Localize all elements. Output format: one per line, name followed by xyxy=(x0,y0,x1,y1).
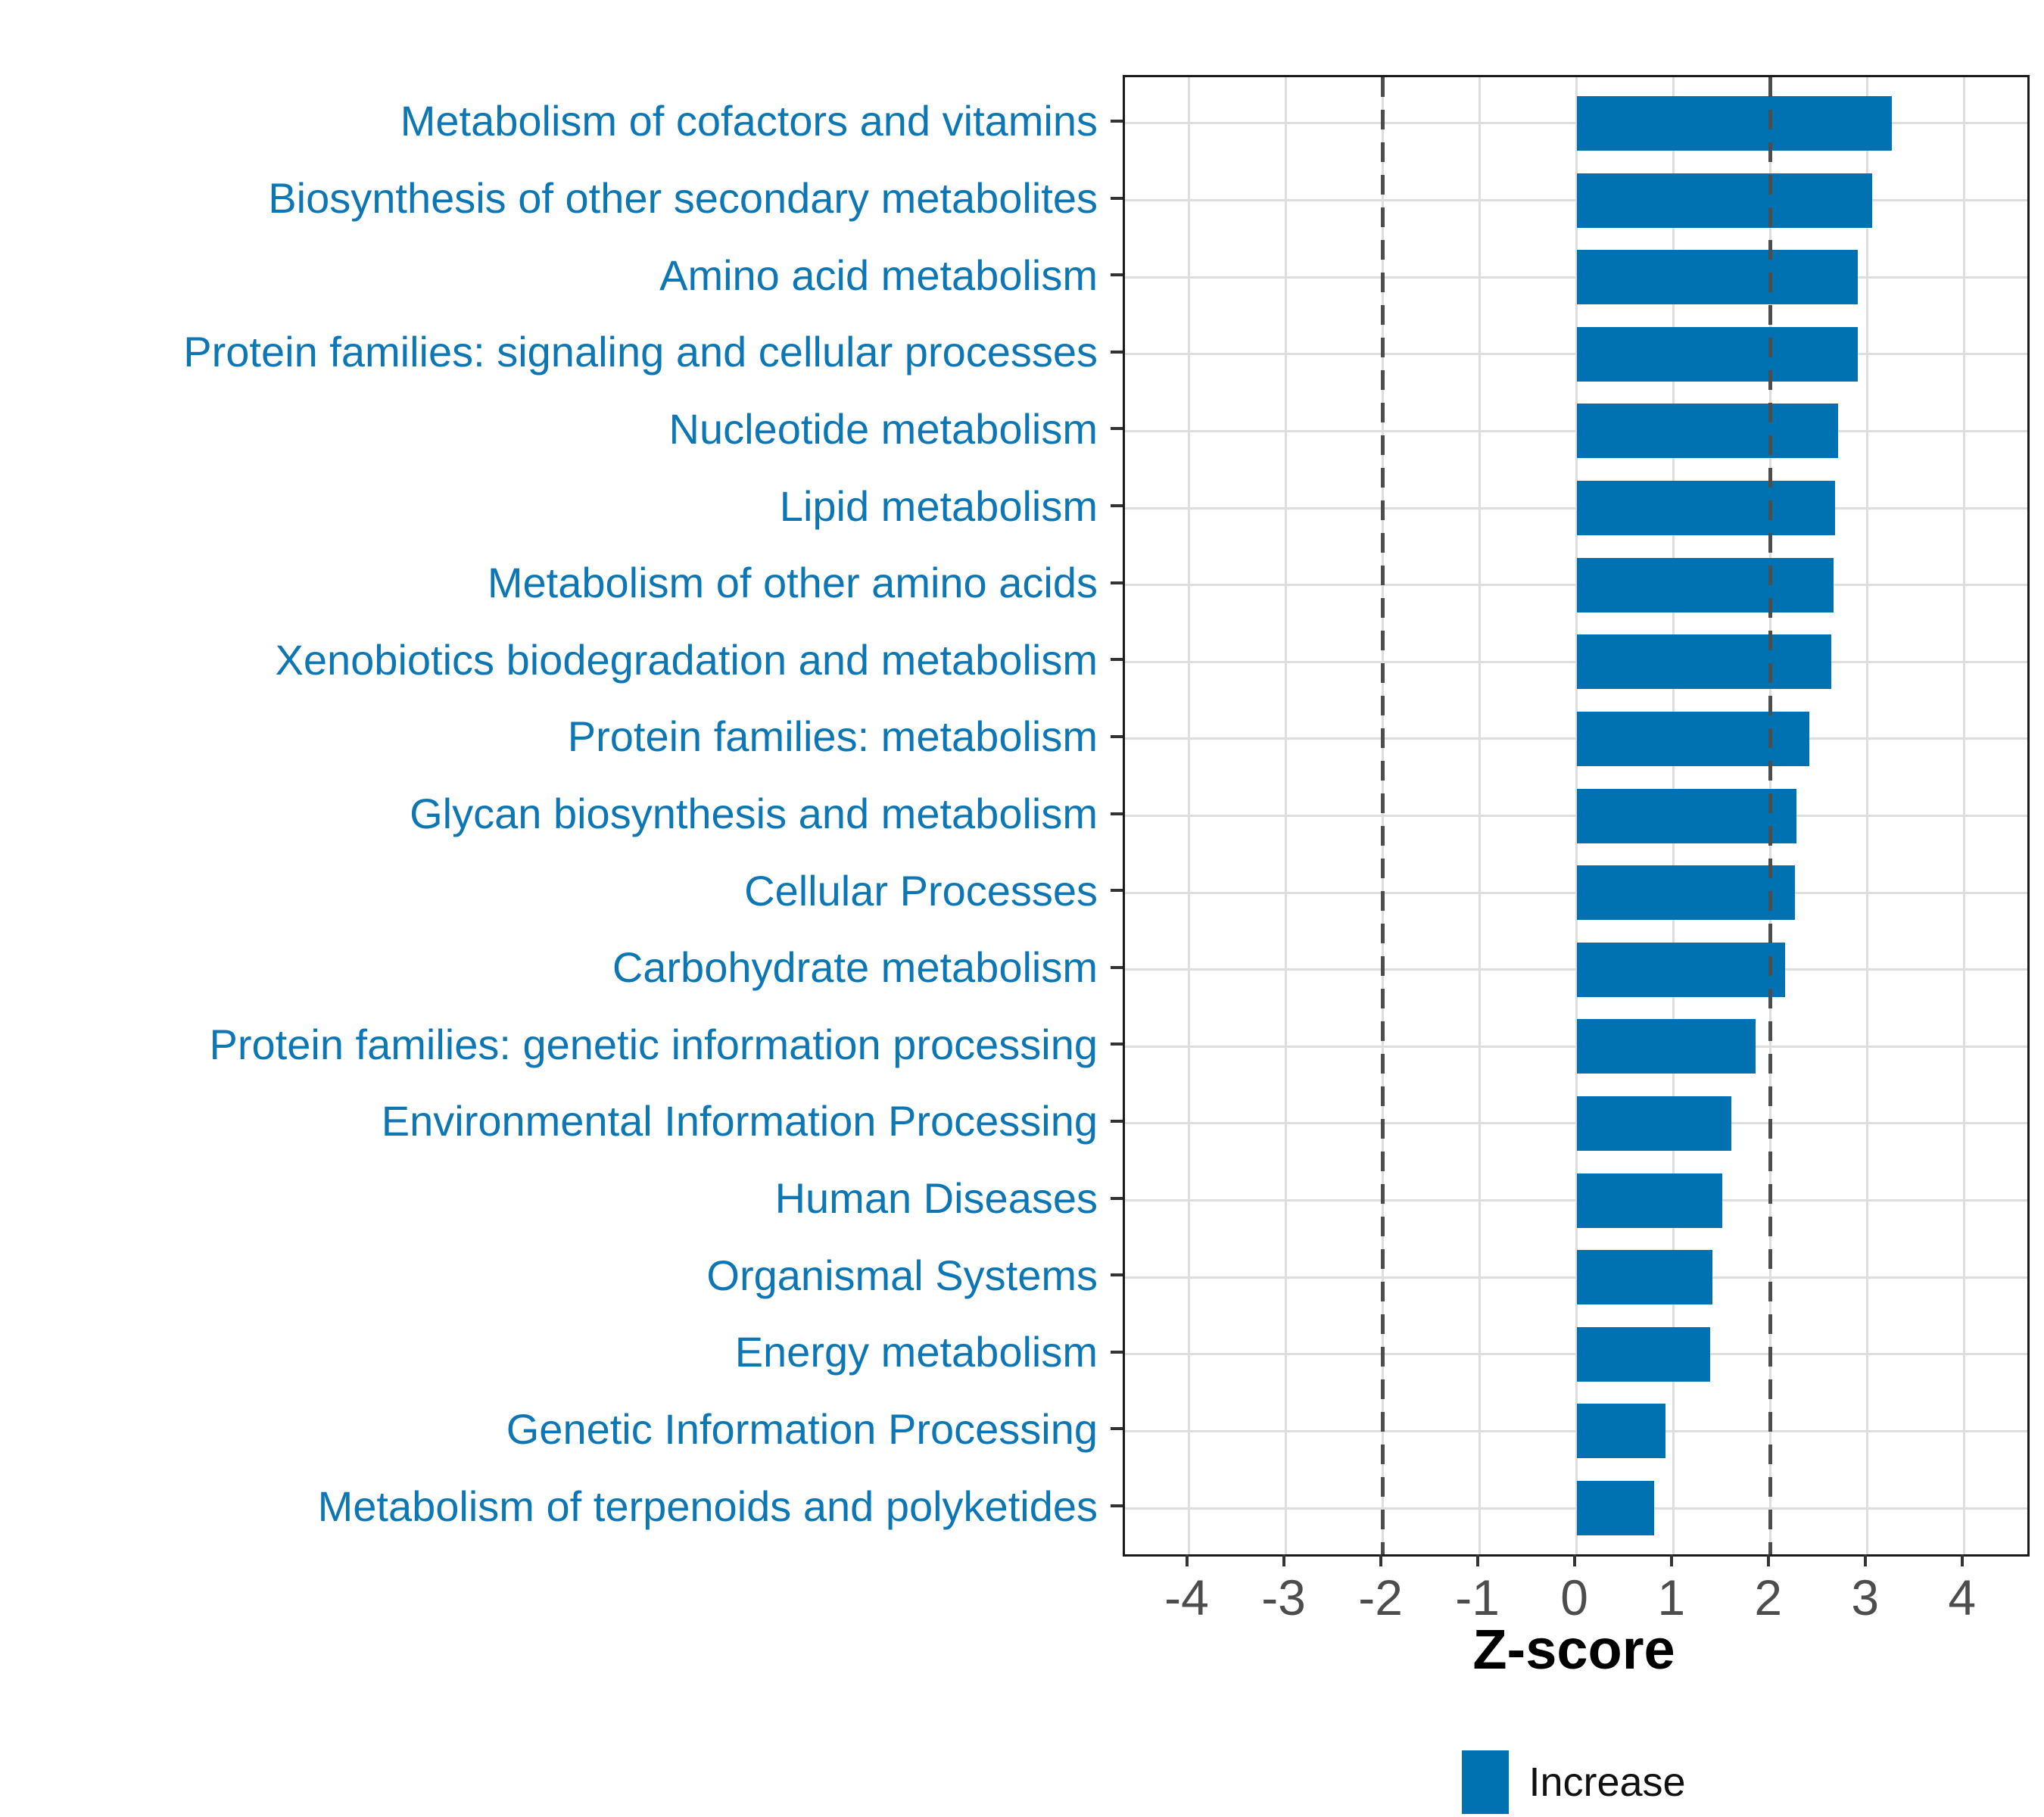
x-gridline xyxy=(1188,77,1190,1554)
x-tick-mark xyxy=(1863,1554,1867,1566)
y-axis-label: Human Diseases xyxy=(774,1174,1098,1223)
x-tick-mark xyxy=(1766,1554,1770,1566)
x-tick-mark xyxy=(1475,1554,1479,1566)
bar xyxy=(1576,326,1858,382)
bar xyxy=(1576,404,1839,459)
y-tick-mark xyxy=(1111,581,1123,584)
x-tick-mark xyxy=(1669,1554,1673,1566)
x-tick-label: 2 xyxy=(1754,1569,1783,1625)
x-axis-title: Z-score xyxy=(1472,1618,1675,1681)
y-axis-label: Metabolism of terpenoids and polyketides xyxy=(317,1482,1098,1530)
bar xyxy=(1576,865,1795,921)
y-tick-mark xyxy=(1111,196,1123,200)
y-axis-label: Environmental Information Processing xyxy=(381,1097,1098,1145)
x-tick-mark xyxy=(1572,1554,1576,1566)
y-tick-mark xyxy=(1111,1427,1123,1431)
y-tick-mark xyxy=(1111,1043,1123,1046)
y-tick-mark xyxy=(1111,1119,1123,1123)
x-tick-label: -4 xyxy=(1164,1569,1209,1625)
y-tick-mark xyxy=(1111,658,1123,662)
y-axis-label: Xenobiotics biodegradation and metabolis… xyxy=(275,635,1098,684)
x-tick-label: 4 xyxy=(1948,1569,1977,1625)
y-tick-mark xyxy=(1111,504,1123,508)
bar xyxy=(1576,250,1858,305)
bar xyxy=(1576,1250,1712,1305)
x-tick-label: -3 xyxy=(1261,1569,1306,1625)
y-tick-mark xyxy=(1111,350,1123,354)
bar xyxy=(1576,711,1809,766)
x-tick-label: 3 xyxy=(1851,1569,1880,1625)
y-tick-mark xyxy=(1111,1350,1123,1354)
y-axis-label: Nucleotide metabolism xyxy=(668,404,1098,453)
y-axis-label: Genetic Information Processing xyxy=(506,1404,1098,1453)
bar xyxy=(1576,788,1797,843)
y-axis-label: Protein families: metabolism xyxy=(567,712,1098,761)
y-tick-mark xyxy=(1111,1504,1123,1508)
y-tick-mark xyxy=(1111,119,1123,123)
x-tick-mark xyxy=(1282,1554,1285,1566)
y-axis-label: Glycan biosynthesis and metabolism xyxy=(410,790,1098,837)
y-axis-label: Metabolism of cofactors and vitamins xyxy=(400,97,1098,145)
bar xyxy=(1576,1326,1711,1382)
y-axis-label: Organismal Systems xyxy=(706,1251,1098,1299)
x-tick-mark xyxy=(1185,1554,1189,1566)
y-tick-mark xyxy=(1111,1273,1123,1277)
reference-line xyxy=(1381,77,1385,1554)
y-axis-label: Metabolism of other amino acids xyxy=(487,559,1098,607)
y-axis-label: Amino acid metabolism xyxy=(659,251,1098,299)
reference-line xyxy=(1768,77,1773,1554)
y-axis-label: Cellular Processes xyxy=(744,866,1098,915)
bar xyxy=(1576,1019,1756,1074)
x-tick-label: -1 xyxy=(1455,1569,1500,1625)
x-tick-label: 0 xyxy=(1560,1569,1588,1625)
y-axis-label: Protein families: genetic information pr… xyxy=(209,1020,1098,1068)
bar xyxy=(1576,95,1892,151)
bar xyxy=(1576,557,1834,612)
bar xyxy=(1576,481,1836,536)
y-axis-label: Protein families: signaling and cellular… xyxy=(183,328,1098,376)
y-axis-label: Lipid metabolism xyxy=(779,482,1098,530)
legend: Increase xyxy=(1123,1746,2025,1817)
bar xyxy=(1576,1173,1722,1228)
bar xyxy=(1576,1404,1666,1459)
bar xyxy=(1576,634,1832,690)
x-gridline xyxy=(1285,77,1288,1554)
y-axis-label: Energy metabolism xyxy=(734,1328,1098,1376)
y-tick-mark xyxy=(1111,889,1123,893)
bar xyxy=(1576,173,1873,228)
plot-panel xyxy=(1123,75,2030,1557)
x-tick-mark xyxy=(1379,1554,1382,1566)
x-gridline xyxy=(1478,77,1482,1554)
legend-swatch-increase-icon xyxy=(1462,1750,1510,1814)
x-gridline xyxy=(1963,77,1966,1554)
y-tick-mark xyxy=(1111,273,1123,277)
y-tick-mark xyxy=(1111,1196,1123,1200)
x-tick-mark xyxy=(1960,1554,1964,1566)
bar xyxy=(1576,1095,1732,1151)
y-tick-mark xyxy=(1111,812,1123,815)
x-tick-label: -2 xyxy=(1358,1569,1403,1625)
y-axis-label: Biosynthesis of other secondary metaboli… xyxy=(268,174,1098,223)
x-tick-label: 1 xyxy=(1657,1569,1686,1625)
y-tick-mark xyxy=(1111,965,1123,969)
y-tick-mark xyxy=(1111,427,1123,431)
y-axis-label: Carbohydrate metabolism xyxy=(612,943,1098,992)
y-tick-mark xyxy=(1111,734,1123,738)
legend-label: Increase xyxy=(1528,1759,1686,1805)
x-gridline xyxy=(1866,77,1869,1554)
bar xyxy=(1576,942,1785,997)
bar xyxy=(1576,1481,1655,1536)
